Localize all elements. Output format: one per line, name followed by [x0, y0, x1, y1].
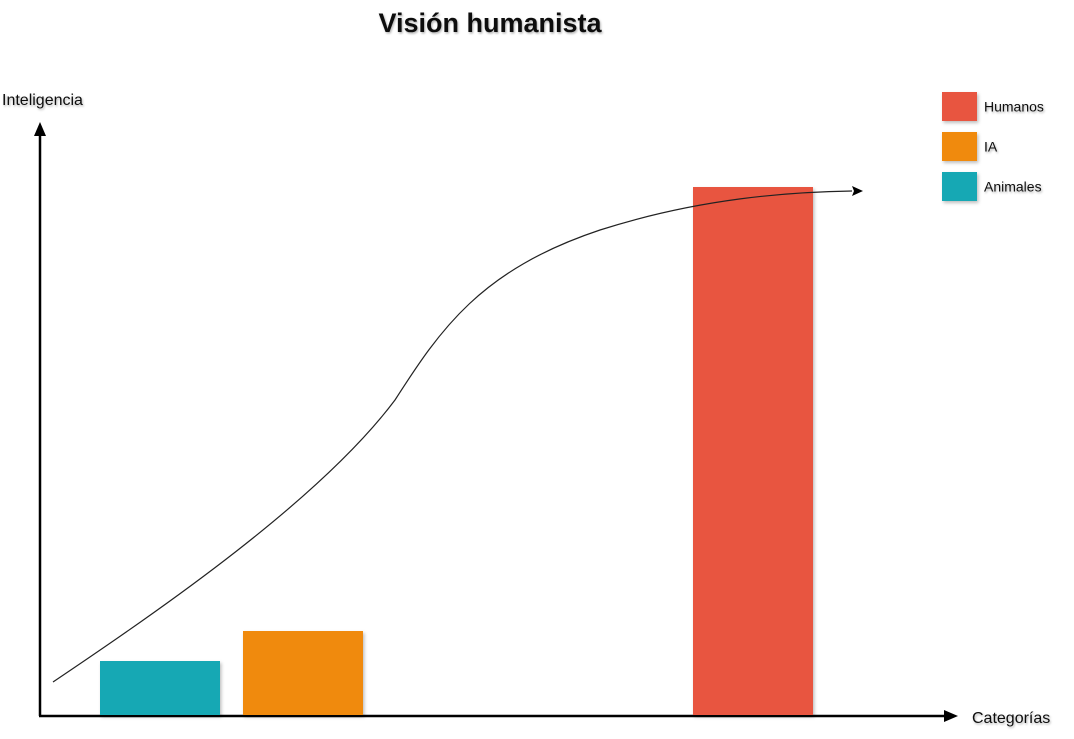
- legend-label-animales: Animales: [984, 179, 1042, 195]
- legend-swatch-animales: [942, 172, 977, 201]
- bar-humanos: [693, 187, 813, 715]
- x-axis-label: Categorías: [972, 710, 1050, 727]
- x-axis-arrow: [944, 710, 958, 722]
- axes: [34, 122, 958, 722]
- legend-label-humanos: Humanos: [984, 99, 1044, 115]
- legend-swatch-ia: [942, 132, 977, 161]
- bar-animales: [100, 661, 220, 715]
- legend: Humanos IA Animales: [942, 92, 1044, 201]
- trend-curve-arrow: [852, 186, 863, 196]
- chart-title: Visión humanista: [378, 8, 602, 38]
- trend-curve-line: [52, 190, 853, 683]
- y-axis-label: Inteligencia: [2, 92, 83, 109]
- bar-ia: [243, 631, 363, 715]
- bars: [100, 187, 813, 715]
- legend-swatch-humanos: [942, 92, 977, 121]
- y-axis-arrow: [34, 122, 46, 136]
- trend-curve: [52, 186, 863, 683]
- legend-label-ia: IA: [984, 139, 998, 155]
